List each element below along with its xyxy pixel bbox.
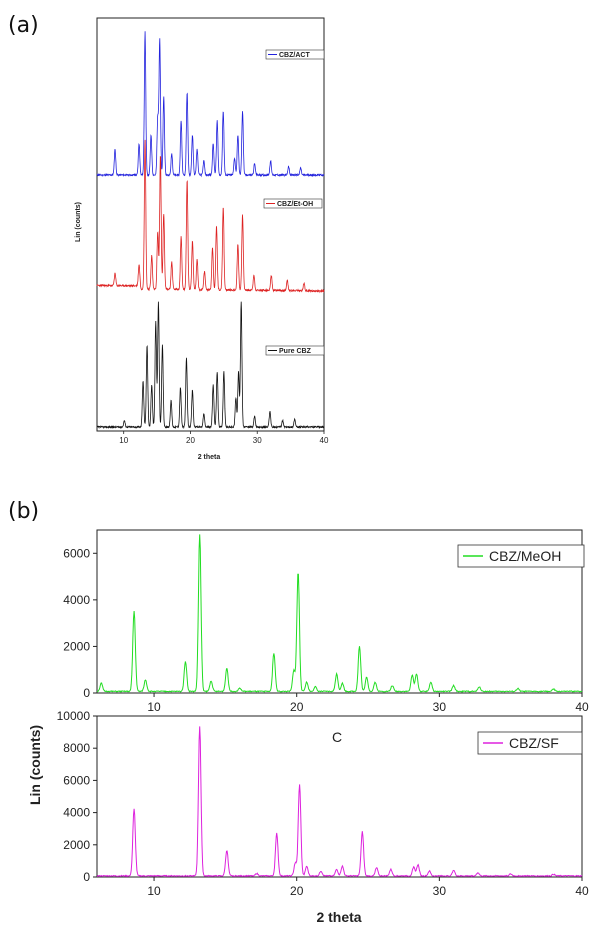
panel-a-legend-item-0: CBZ/ACT (265, 49, 325, 60)
panel-a-xtick-label-0: 10 (119, 436, 128, 445)
panel-a-legends: CBZ/ACT CBZ/Et-OH Pure CBZ (263, 49, 325, 356)
panel-b-chart-0-ytick-label-2: 4000 (63, 593, 90, 607)
panel-a-legend-box-0 (265, 49, 325, 60)
panel-b-legends: CBZ/MeOH CBZ/SF (457, 544, 585, 755)
panel-b-legend-item-0: CBZ/MeOH (457, 544, 585, 568)
panel-a-series-2-line (96, 301, 325, 430)
panel-b-annotation-c: C (332, 729, 342, 745)
panel-b-chart-1-ytick-label-3: 6000 (63, 773, 90, 787)
panel-a-chart: Lin (counts) 2 theta 10 20 30 40 CBZ/ACTCBZ… (75, 17, 329, 461)
panel-a-label: (a) (8, 13, 39, 38)
panel-a-legend-label-1: CBZ/Et-OH (277, 201, 313, 208)
panel-b-chart-0-ytick-label-3: 6000 (63, 546, 90, 560)
panel-b-legend-box-0 (457, 544, 585, 568)
panel-b-chart-1-ytick-label-4: 8000 (63, 741, 90, 755)
panel-b-legend-box-1 (477, 731, 583, 755)
panel-b-x-axis-label: 2 theta (316, 909, 361, 925)
panel-a-legend-label-0: CBZ/ACT (279, 52, 310, 59)
panel-a-y-axis-label: Lin (counts) (75, 202, 82, 242)
panel-a-legend-label-2: Pure CBZ (279, 348, 312, 355)
panel-b-chart-1-ytick-label-5: 10000 (57, 709, 91, 723)
panel-b-chart: Lin (counts) 2 theta C 0 2000 4000 6000 10 20… (27, 529, 589, 925)
panel-a-xtick-label-3: 40 (320, 436, 329, 445)
panel-b-chart-1-xtick-label-2: 30 (433, 884, 447, 898)
panel-b-top-plot-frame (96, 529, 583, 694)
panel-a-xtick-label-2: 30 (253, 436, 262, 445)
panel-b-chart-1-ytick-label-0: 0 (83, 870, 90, 884)
panel-b-chart-1-series-0-line (96, 726, 583, 878)
panel-b-chart-0-ytick-label-0: 0 (83, 686, 90, 700)
panel-a-plot-frame (96, 17, 325, 432)
panel-b-chart-0-xtick-label-2: 30 (433, 700, 447, 714)
panel-a-traces (96, 31, 325, 430)
panel-b-legend-item-1: CBZ/SF (477, 731, 583, 755)
panel-b-chart-0-xtick-label-0: 10 (147, 700, 161, 714)
panel-b-y-axis-label: Lin (counts) (27, 725, 43, 805)
panel-b-chart-1-ytick-label-1: 2000 (63, 838, 90, 852)
panel-b-axis-ticks: 0 2000 4000 6000 10 20 30 40 0 2000 4000 6000 8000 10… (57, 546, 589, 898)
panel-a-series-0-line (96, 31, 325, 178)
panel-b-chart-1-xtick-label-3: 40 (575, 884, 589, 898)
panel-b-chart-0-xtick-label-3: 40 (575, 700, 589, 714)
panel-b-bottom-plot-frame (96, 715, 583, 878)
panel-a-legend-item-2: Pure CBZ (265, 345, 325, 356)
panel-a-xtick-label-1: 20 (186, 436, 195, 445)
panel-b-chart-1-xtick-label-0: 10 (147, 884, 161, 898)
panel-b-legend-label-0: CBZ/MeOH (489, 548, 561, 564)
panel-b-chart-1-xtick-label-1: 20 (290, 884, 304, 898)
panel-b-chart-0-series-0-line (96, 534, 583, 693)
panel-b-legend-label-1: CBZ/SF (509, 735, 559, 751)
panel-a-legend-item-1: CBZ/Et-OH (263, 198, 323, 209)
panel-b-traces (96, 534, 583, 878)
panel-a-x-axis-label: 2 theta (198, 454, 221, 461)
panel-a-legend-box-1 (263, 198, 323, 209)
panel-b-chart-0-ytick-label-1: 2000 (63, 639, 90, 653)
panel-a-series-1-line (96, 139, 325, 294)
panel-b-chart-0-xtick-label-1: 20 (290, 700, 304, 714)
panel-a-legend-box-2 (265, 345, 325, 356)
panel-b-chart-1-ytick-label-2: 4000 (63, 806, 90, 820)
panel-b-label: (b) (8, 499, 39, 524)
panel-a-x-ticks: 10 20 30 40 (119, 431, 329, 445)
